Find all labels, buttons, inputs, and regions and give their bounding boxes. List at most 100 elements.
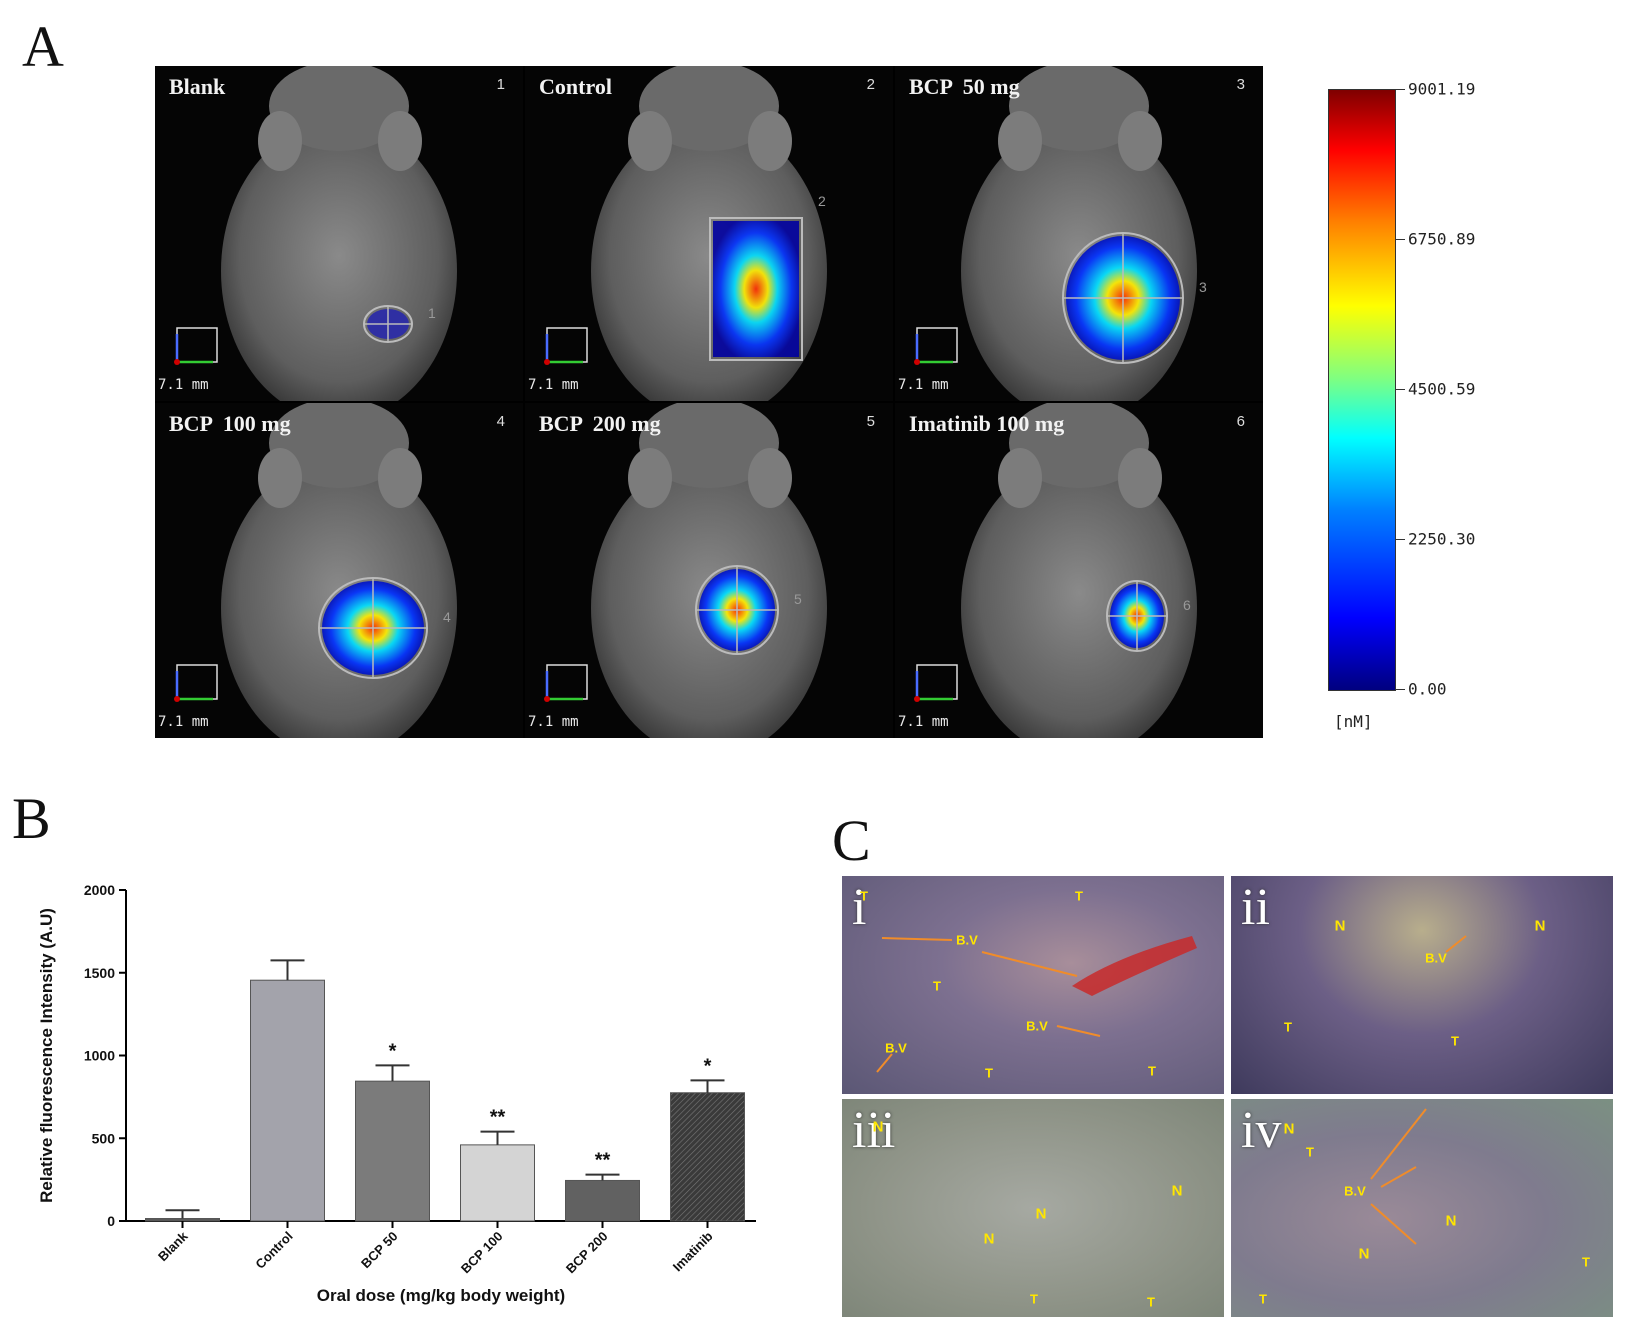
arrow — [1370, 1203, 1417, 1245]
bar-imatinib — [670, 1092, 745, 1222]
colorbar-tick-label: 9001.19 — [1408, 79, 1476, 99]
histology-annotation: B.V — [1026, 1018, 1048, 1034]
mouse-left-paw — [628, 111, 672, 171]
intensity-colorbar — [1328, 89, 1396, 691]
scale-box — [176, 327, 218, 363]
y-tick-label: 2000 — [84, 882, 115, 898]
panel-b-letter: B — [12, 786, 51, 851]
mouse-head — [269, 66, 409, 151]
histology-annotation: T — [1284, 1019, 1292, 1035]
bar-bcp-50 — [355, 1080, 430, 1222]
bar-bcp-100 — [460, 1144, 535, 1222]
significance-marker: * — [389, 1040, 397, 1062]
arrow — [1056, 1025, 1101, 1037]
roi-number: 5 — [794, 591, 802, 607]
axis-origin-red — [544, 696, 550, 702]
imaging-tile-2: 2 Control 2 7.1 mm — [525, 66, 893, 401]
histology-annotation: T — [860, 888, 868, 904]
histology-panel-ii: ii N N B.V T T — [1231, 876, 1613, 1094]
y-axis-label: Relative fluorescence Intensity (A.U) — [37, 908, 56, 1203]
x-tick-label: BCP 200 — [563, 1229, 611, 1277]
colorbar-tick-label: 6750.89 — [1408, 229, 1476, 249]
x-axis-label: Oral dose (mg/kg body weight) — [317, 1286, 565, 1305]
mouse-right-paw — [1118, 448, 1162, 508]
roi-number: 3 — [1199, 279, 1207, 295]
mouse-left-paw — [998, 448, 1042, 508]
roi-number: 6 — [1183, 597, 1191, 613]
scale-box — [176, 664, 218, 700]
roi-number: 4 — [443, 609, 451, 625]
histology-numeral: i — [852, 879, 867, 936]
axis-origin-red — [544, 359, 550, 365]
scale-box — [546, 664, 588, 700]
y-tick-label: 1500 — [84, 965, 115, 981]
axis-origin-red — [174, 359, 180, 365]
histology-annotation: T — [1306, 1144, 1314, 1160]
fluorescence-bar-chart: 0 500 1000 1500 2000 Relative fluorescence In… — [37, 882, 756, 1305]
histology-annotation: B.V — [885, 1040, 907, 1056]
mouse-left-paw — [258, 448, 302, 508]
histology-annotation: B.V — [956, 932, 978, 948]
histology-annotation: N — [1171, 1182, 1183, 1200]
mouse-image: 1 — [174, 66, 457, 401]
significance-marker: * — [704, 1055, 712, 1077]
arrow — [1370, 1108, 1427, 1180]
tile-number: 1 — [496, 76, 505, 93]
histology-annotation: T — [985, 1065, 993, 1081]
scale-label: 7.1 mm — [898, 714, 949, 730]
significance-marker: ** — [490, 1107, 506, 1129]
axis-origin-red — [174, 696, 180, 702]
x-tick-label: BCP 50 — [358, 1229, 401, 1272]
mouse-head — [639, 66, 779, 151]
histology-annotation: T — [1075, 888, 1083, 904]
histology-annotation: T — [1030, 1291, 1038, 1307]
tile-label: Control — [539, 74, 612, 99]
histology-numeral: ii — [1241, 879, 1270, 936]
histology-annotation: N — [1334, 917, 1346, 935]
roi-number: 1 — [428, 305, 436, 321]
roi-box — [709, 217, 803, 361]
scale-label: 7.1 mm — [528, 377, 579, 393]
histology-annotation: N — [1534, 917, 1546, 935]
histology-annotation: N — [1035, 1205, 1047, 1223]
mouse-left-paw — [998, 111, 1042, 171]
mouse-image: 6 — [914, 403, 1197, 738]
arrow-overlay — [1445, 935, 1467, 953]
tile-number: 6 — [1236, 413, 1245, 430]
axis-origin-red — [914, 359, 920, 365]
mouse-right-paw — [748, 111, 792, 171]
scale-label: 7.1 mm — [158, 714, 209, 730]
panel-c-letter: C — [832, 808, 871, 873]
scale-box — [916, 327, 958, 363]
x-tick-label: Blank — [155, 1228, 191, 1264]
bar-bcp-200 — [565, 1179, 640, 1222]
mouse-right-paw — [378, 448, 422, 508]
histology-annotation: N — [1283, 1120, 1295, 1138]
scale-box — [916, 664, 958, 700]
x-tick-label: Imatinib — [670, 1228, 716, 1274]
fluorescence-signal — [713, 221, 799, 357]
scale-label: 7.1 mm — [528, 714, 579, 730]
x-tick-label: BCP 100 — [458, 1229, 506, 1277]
mouse-head — [639, 403, 779, 488]
arrow — [881, 937, 953, 941]
mouse-image: 3 — [914, 66, 1207, 401]
histology-annotation: N — [983, 1230, 995, 1248]
blood-vessel — [876, 936, 1197, 1073]
bar-blank — [145, 1218, 220, 1222]
mouse-body — [221, 121, 457, 401]
panel-a-letter: A — [22, 14, 64, 79]
scale-label: 7.1 mm — [158, 377, 209, 393]
arrow — [981, 951, 1078, 977]
histology-annotation: T — [1451, 1033, 1459, 1049]
histology-annotation: T — [1582, 1254, 1590, 1270]
histology-panel-iv: iv N T B.V N N T T — [1231, 1099, 1613, 1317]
tile-label: BCP 50 mg — [909, 74, 1020, 99]
colorbar-tick-label: 2250.30 — [1408, 529, 1476, 549]
y-tick-label: 1000 — [84, 1048, 115, 1064]
tile-label: Blank — [169, 74, 226, 99]
mouse-right-paw — [748, 448, 792, 508]
mouse-image: 5 — [544, 403, 827, 738]
histology-numeral: iv — [1241, 1102, 1282, 1159]
arrow — [1380, 1166, 1417, 1188]
